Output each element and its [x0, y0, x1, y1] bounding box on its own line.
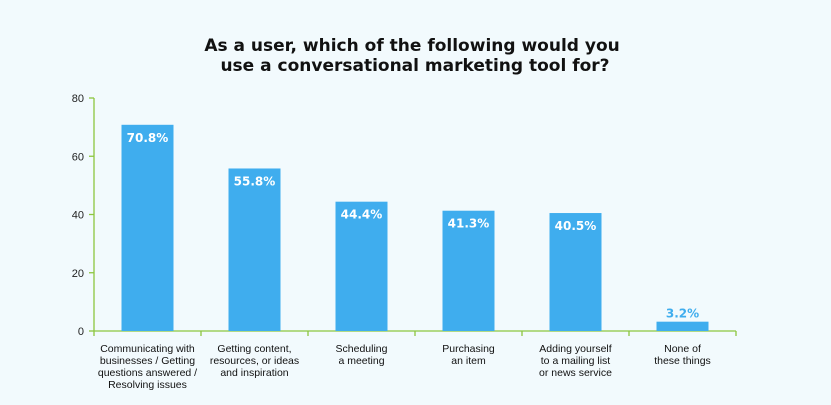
bar — [549, 213, 602, 331]
y-tick-label: 40 — [72, 210, 84, 222]
data-label: 41.3% — [448, 217, 490, 231]
category-label-line: a meeting — [338, 355, 384, 367]
data-label: 44.4% — [341, 208, 383, 222]
data-label: 3.2% — [666, 307, 699, 321]
category-label-line: resources, or ideas — [210, 355, 299, 367]
chart-axes: 0 20 40 60 80 — [72, 93, 737, 338]
category-label-line: these things — [654, 355, 711, 367]
category-label: None of these things — [654, 343, 711, 367]
chart-data-labels: 70.8% 55.8% 44.4% 41.3% 40.5% 3.2% — [127, 131, 699, 321]
category-label-line: Purchasing — [442, 343, 495, 355]
category-label: Adding yourself to a mailing list or news … — [539, 343, 612, 379]
bar — [335, 201, 388, 331]
category-label-line: questions answered / — [98, 367, 197, 379]
category-label-line: Resolving issues — [108, 379, 187, 391]
category-label: Scheduling a meeting — [336, 343, 388, 367]
data-label: 70.8% — [127, 131, 169, 145]
y-tick-label: 80 — [72, 93, 84, 105]
category-label-line: or news service — [539, 367, 612, 379]
bar — [121, 124, 174, 331]
chart-title: As a user, which of the following would … — [204, 36, 625, 76]
chart-title-line-2: use a conversational marketing tool for? — [220, 56, 609, 76]
category-label: Purchasing an item — [442, 343, 495, 367]
category-label-line: an item — [451, 355, 486, 367]
chart-category-labels: Communicating with businesses / Getting qu… — [98, 343, 711, 391]
bar — [656, 321, 709, 331]
category-label-line: Adding yourself — [539, 343, 611, 355]
category-label-line: Scheduling — [336, 343, 388, 355]
chart-title-line-1: As a user, which of the following would … — [204, 36, 619, 56]
category-label-line: and inspiration — [220, 367, 288, 379]
chart-bars — [121, 124, 709, 331]
category-label-line: businesses / Getting — [100, 355, 195, 367]
bar — [228, 168, 281, 331]
category-label-line: to a mailing list — [541, 355, 611, 367]
data-label: 55.8% — [234, 174, 276, 188]
category-label-line: None of — [664, 343, 701, 355]
y-tick-label: 0 — [78, 326, 84, 338]
bar — [442, 210, 495, 331]
y-tick-label: 60 — [72, 151, 84, 163]
category-label-line: Getting content, — [217, 343, 291, 355]
data-label: 40.5% — [555, 219, 597, 233]
category-label-line: Communicating with — [100, 343, 195, 355]
y-tick-label: 20 — [72, 268, 84, 280]
category-label: Getting content, resources, or ideas and i… — [210, 343, 299, 379]
category-label: Communicating with businesses / Getting qu… — [98, 343, 197, 391]
